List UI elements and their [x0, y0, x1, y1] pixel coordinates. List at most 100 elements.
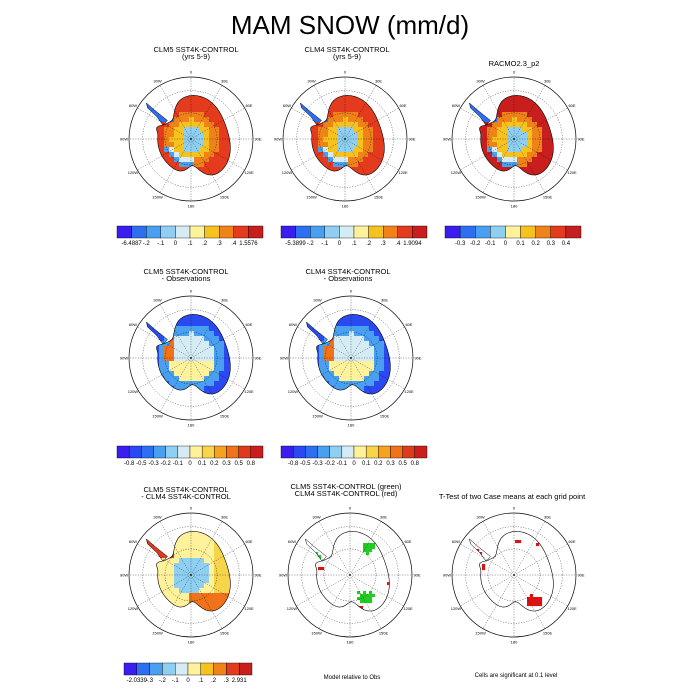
grid-cell — [393, 97, 398, 102]
grid-cell — [329, 376, 335, 382]
grid-cell — [239, 152, 244, 157]
grid-cell — [189, 588, 195, 594]
grid-cell — [328, 82, 333, 87]
grid-cell — [557, 132, 562, 137]
grid-cell — [159, 603, 165, 609]
grid-cell — [368, 187, 373, 192]
grid-cell — [537, 197, 542, 202]
grid-cell — [214, 326, 220, 332]
grid-cell — [329, 326, 335, 332]
grid-cell — [283, 82, 288, 87]
grid-cell — [497, 157, 503, 163]
colorbar-swatch — [204, 225, 220, 239]
grid-cell — [214, 346, 220, 352]
grid-cell — [532, 192, 537, 197]
grid-cell — [184, 406, 189, 411]
longitude-label: 60E — [404, 539, 411, 544]
grid-cell — [314, 381, 320, 387]
grid-cell — [384, 386, 390, 392]
grid-cell — [477, 182, 482, 187]
grid-cell — [288, 192, 293, 197]
grid-cell — [532, 127, 538, 133]
grid-cell — [199, 306, 204, 311]
sig-cell — [318, 555, 322, 559]
grid-cell — [329, 391, 335, 394]
grid-cell — [214, 623, 219, 628]
grid-cell — [404, 346, 409, 351]
grid-cell — [149, 152, 155, 158]
grid-cell — [283, 177, 288, 182]
grid-cell — [214, 371, 220, 377]
grid-cell — [139, 613, 144, 618]
grid-cell — [154, 376, 160, 382]
grid-cell — [462, 122, 467, 127]
grid-cell — [334, 314, 340, 317]
grid-cell — [507, 82, 512, 87]
grid-cell — [234, 87, 239, 92]
grid-cell — [204, 548, 210, 554]
grid-cell — [319, 386, 325, 392]
grid-cell — [234, 137, 239, 142]
grid-cell — [349, 386, 355, 392]
grid-cell — [199, 406, 204, 411]
grid-cell — [209, 618, 214, 623]
grid-cell — [234, 167, 239, 172]
grid-cell — [299, 366, 304, 371]
grid-cell — [462, 152, 467, 157]
grid-cell — [199, 568, 205, 574]
grid-cell — [502, 87, 507, 92]
colorbar-swatch — [131, 225, 147, 239]
longitude-label: 120E — [567, 170, 577, 175]
grid-cell — [199, 87, 204, 92]
grid-cell — [368, 127, 374, 133]
grid-cell — [572, 127, 577, 132]
grid-cell — [249, 401, 254, 406]
grid-cell — [323, 107, 329, 113]
colorbar-label: -.1 — [157, 241, 165, 247]
grid-cell — [134, 518, 139, 523]
grid-cell — [179, 603, 185, 609]
grid-cell — [557, 197, 562, 202]
grid-cell — [224, 553, 230, 559]
grid-cell — [403, 112, 408, 117]
grid-cell — [139, 127, 144, 132]
grid-cell — [249, 618, 254, 623]
grid-cell — [224, 142, 230, 148]
colorbar-clm5-clm4: -2.0339 -.3 -.2 -.1 0.1.2.3 2.931 — [123, 662, 253, 684]
grid-cell — [527, 192, 532, 197]
grid-cell — [329, 396, 334, 401]
grid-cell — [318, 127, 324, 133]
grid-cell — [199, 533, 205, 539]
grid-cell — [194, 406, 199, 411]
grid-cell — [314, 321, 320, 327]
grid-cell — [189, 371, 195, 377]
grid-cell — [298, 82, 303, 87]
grid-cell — [159, 613, 164, 618]
longitude-label: 60E — [568, 539, 575, 544]
grid-cell — [229, 336, 231, 342]
note-model-relative: Model relative to Obs — [323, 675, 381, 681]
grid-cell — [249, 127, 254, 132]
grid-cell — [244, 568, 249, 573]
grid-cell — [334, 381, 340, 387]
colorbar-label: 0.5 — [234, 461, 243, 467]
grid-cell — [174, 401, 179, 406]
grid-cell — [283, 192, 288, 197]
grid-cell — [234, 553, 239, 558]
grid-cell — [239, 528, 244, 533]
grid-cell — [234, 578, 239, 583]
grid-cell — [249, 92, 254, 97]
grid-cell — [293, 152, 298, 157]
grid-cell — [303, 132, 309, 138]
grid-cell — [189, 95, 195, 98]
grid-cell — [364, 326, 370, 332]
grid-cell — [214, 127, 220, 133]
grid-cell — [139, 331, 144, 336]
panel-title-ttest: T-Test of two Case means at each grid po… — [438, 492, 586, 501]
grid-cell — [323, 182, 328, 187]
grid-cell — [512, 197, 517, 202]
grid-cell — [293, 117, 298, 122]
grid-cell — [388, 142, 393, 147]
grid-cell — [169, 321, 175, 327]
